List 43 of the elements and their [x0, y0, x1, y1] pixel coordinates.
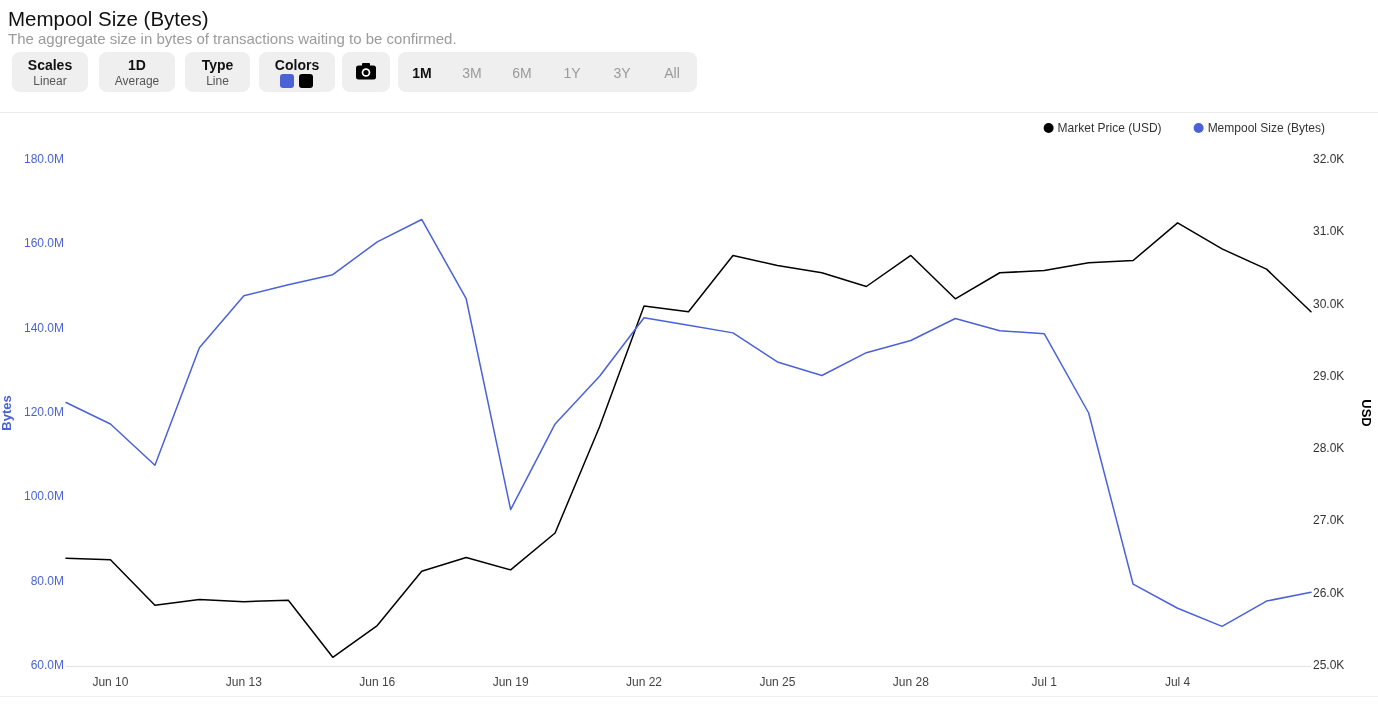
y2-tick-label: 29.0K — [1313, 368, 1345, 383]
x-tick-label: Jul 1 — [1031, 675, 1058, 689]
y-axis-title: Bytes — [0, 395, 14, 431]
y-tick-label: 140.0M — [23, 320, 64, 335]
y2-axis-title: USD — [1359, 399, 1374, 427]
y2-tick-label: 25.0K — [1313, 658, 1345, 672]
text: 1M — [412, 65, 432, 81]
y2-tick-label: 27.0K — [1313, 513, 1345, 528]
legend-label: Mempool Size (Bytes) — [1207, 121, 1326, 135]
legend-label: Market Price (USD) — [1057, 121, 1162, 135]
y-tick-label: 60.0M — [30, 658, 64, 672]
text: 6M — [512, 65, 532, 81]
y2-tick-label: 31.0K — [1313, 224, 1345, 239]
y-tick-label: 120.0M — [23, 405, 64, 419]
x-tick-label: Jun 10 — [92, 675, 129, 689]
text: Average — [114, 74, 160, 88]
y2-tick-label: 32.0K — [1313, 152, 1345, 166]
text: Linear — [33, 74, 67, 88]
x-tick-label: Jun 16 — [359, 675, 396, 689]
x-tick-label: Jun 22 — [626, 675, 663, 689]
y-tick-label: 180.0M — [23, 152, 64, 166]
chart-title: Mempool Size (Bytes) — [8, 7, 209, 30]
text: Scales — [27, 57, 73, 73]
text: Line — [206, 74, 230, 88]
chart-subtitle: The aggregate size in bytes of transactions waiting to be confirmed. — [8, 30, 457, 47]
y-tick-label: 160.0M — [23, 236, 64, 251]
x-tick-label: Jun 25 — [759, 675, 796, 689]
text: 3M — [462, 65, 482, 81]
text: 1D — [128, 57, 146, 73]
text: 3Y — [613, 65, 632, 81]
y2-tick-label: 26.0K — [1313, 585, 1345, 600]
x-tick-label: Jun 13 — [225, 675, 263, 689]
text: Type — [201, 57, 234, 73]
x-tick-label: Jul 4 — [1164, 675, 1191, 689]
text: Colors — [274, 57, 320, 73]
text: All — [664, 65, 680, 81]
x-tick-label: Jun 28 — [892, 675, 930, 689]
y-tick-label: 80.0M — [30, 573, 64, 588]
y2-tick-label: 30.0K — [1313, 296, 1345, 311]
x-tick-label: Jun 19 — [492, 675, 529, 689]
y-tick-label: 100.0M — [23, 489, 64, 504]
y2-tick-label: 28.0K — [1313, 441, 1345, 456]
text: 1Y — [563, 65, 582, 81]
